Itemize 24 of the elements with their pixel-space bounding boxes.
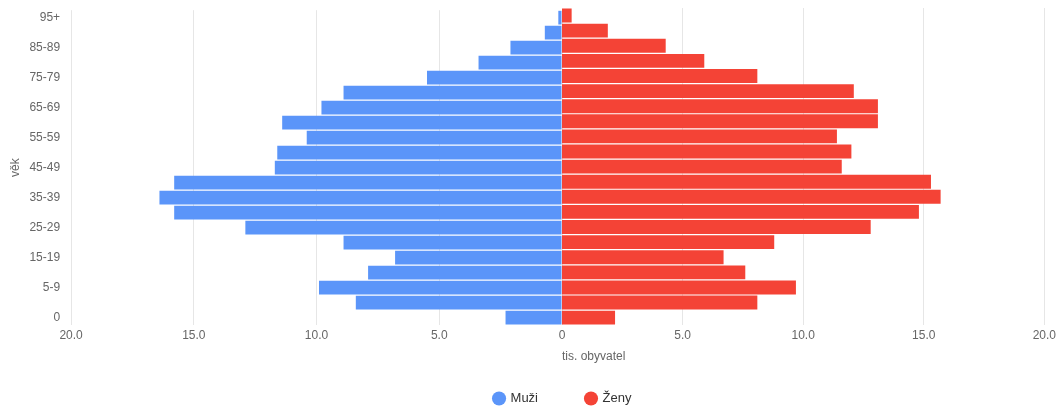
y-tick-label: 65-69 [29,100,61,115]
y-tick-label: 45-49 [29,160,61,175]
y-tick-label: 25-29 [29,220,61,235]
x-tick-label: 15.0 [912,327,936,342]
y-tick-label: 95+ [39,10,61,25]
x-tick-label: 10.0 [791,327,816,342]
legend-label: Muži [510,390,539,406]
x-tick-label: 10.0 [304,327,329,342]
y-tick-label: 55-59 [29,130,61,145]
x-tick-label: 0 [558,327,566,342]
legend-label: Ženy [602,390,632,406]
x-tick-label: 20.0 [1032,327,1057,342]
y-axis-title: věk [7,157,22,178]
y-tick-label: 0 [53,310,61,325]
x-tick-label: 5.0 [674,327,692,342]
y-tick-label: 5-9 [42,280,61,295]
y-tick-label: 15-19 [29,250,61,265]
x-tick-label: 20.0 [59,327,84,342]
y-tick-label: 75-79 [29,70,61,85]
x-tick-label: 5.0 [430,327,448,342]
y-tick-label: 35-39 [29,190,61,205]
y-tick-label: 85-89 [29,40,61,55]
x-tick-label: 15.0 [182,327,206,342]
x-axis-title: tis. obyvatel [562,349,626,364]
